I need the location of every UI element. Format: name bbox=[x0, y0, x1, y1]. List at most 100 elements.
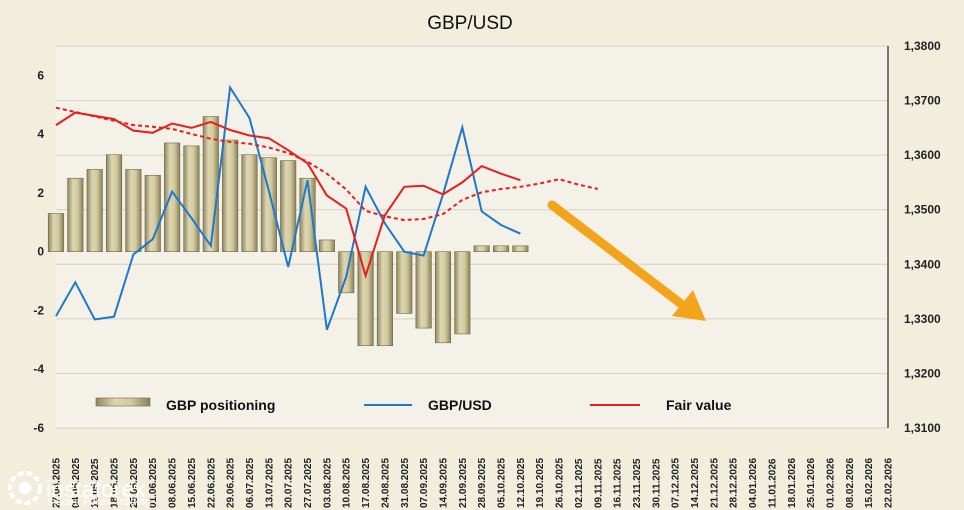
x-axis-tick: 11.05.2025 bbox=[90, 458, 101, 508]
x-axis-tick: 14.09.2025 bbox=[438, 458, 449, 508]
x-axis-tick: 06.07.2025 bbox=[245, 458, 256, 508]
positioning-bar bbox=[376, 251, 393, 347]
instaforex-logo-icon bbox=[8, 471, 42, 505]
legend-label: GBP positioning bbox=[166, 397, 275, 413]
positioning-bar bbox=[47, 213, 65, 252]
x-axis-tick: 09.11.2025 bbox=[593, 458, 604, 508]
x-axis-tick: 07.09.2025 bbox=[419, 458, 430, 508]
x-axis-tick: 10.08.2025 bbox=[342, 458, 353, 508]
watermark-brand: instaforex bbox=[46, 476, 146, 502]
positioning-bar bbox=[125, 169, 142, 252]
x-axis-tick: 07.12.2025 bbox=[671, 458, 682, 508]
positioning-bar bbox=[164, 142, 181, 252]
left-axis-labels: -6 -4 -2 0 2 4 6 bbox=[33, 68, 44, 435]
x-axis-tick: 21.09.2025 bbox=[458, 458, 469, 508]
positioning-bar bbox=[183, 145, 200, 252]
x-axis-tick: 25.05.2025 bbox=[129, 458, 140, 508]
left-axis-tick: 0 bbox=[37, 245, 44, 259]
price-lines bbox=[55, 84, 599, 331]
x-axis-tick: 24.08.2025 bbox=[380, 458, 391, 508]
right-axis-tick: 1,3400 bbox=[904, 257, 941, 271]
x-axis-tick: 12.10.2025 bbox=[516, 458, 527, 508]
x-axis-tick: 17.08.2025 bbox=[361, 458, 372, 508]
x-axis-tick: 21.12.2025 bbox=[709, 458, 720, 508]
right-axis-labels: 1,3100 1,3200 1,3300 1,3400 1,3500 1,3600 1,37… bbox=[904, 39, 941, 435]
right-axis-tick: 1,3300 bbox=[904, 312, 941, 326]
x-axis-tick: 28.09.2025 bbox=[477, 458, 488, 508]
x-axis-tick: 23.11.2025 bbox=[632, 458, 643, 508]
x-axis-tick: 27.04.2025 bbox=[52, 458, 63, 508]
right-axis-tick: 1,3700 bbox=[904, 94, 941, 108]
left-axis-tick: -4 bbox=[33, 362, 44, 376]
watermark: instaforex Instant Forex Trading bbox=[8, 471, 151, 508]
positioning-bar bbox=[67, 177, 84, 252]
x-axis-tick: 15.02.2026 bbox=[864, 458, 875, 508]
x-axis-tick: 02.11.2025 bbox=[574, 458, 585, 508]
x-axis-tick: 19.10.2025 bbox=[535, 458, 546, 508]
x-axis-tick: 08.06.2025 bbox=[168, 458, 179, 508]
grid-lines bbox=[56, 45, 888, 429]
x-axis-tick: 14.12.2025 bbox=[690, 458, 701, 508]
left-axis-tick: 4 bbox=[37, 127, 44, 141]
fair-value-line bbox=[55, 111, 521, 280]
x-axis-tick: 30.11.2025 bbox=[651, 458, 662, 508]
x-axis-tick: 25.01.2026 bbox=[806, 458, 817, 508]
positioning-bar bbox=[106, 154, 123, 252]
x-axis-tick: 04.01.2026 bbox=[748, 458, 759, 508]
positioning-bar bbox=[454, 251, 471, 335]
arrow-shaft bbox=[547, 200, 685, 308]
x-axis-tick: 28.12.2025 bbox=[729, 458, 740, 508]
x-axis-tick: 01.02.2026 bbox=[825, 458, 836, 508]
positioning-bar bbox=[357, 251, 374, 347]
x-axis-tick: 18.01.2026 bbox=[787, 458, 798, 508]
positioning-bar bbox=[415, 251, 432, 329]
positioning-bar bbox=[318, 239, 335, 252]
logo-core bbox=[19, 482, 31, 494]
x-axis-tick: 18.05.2025 bbox=[110, 458, 121, 508]
x-axis-tick: 13.07.2025 bbox=[264, 458, 275, 508]
x-axis-tick: 29.06.2025 bbox=[226, 458, 237, 508]
arrow-head bbox=[672, 290, 706, 321]
x-axis-tick: 16.11.2025 bbox=[613, 458, 624, 508]
right-axis-tick: 1,3100 bbox=[904, 421, 941, 435]
x-axis-tick: 08.02.2026 bbox=[845, 458, 856, 508]
fair-value-forecast-line bbox=[55, 106, 599, 222]
x-axis-tick: 31.08.2025 bbox=[400, 458, 411, 508]
x-axis-labels: 27.04.2025 04.05.2025 11.05.2025 18.05.2025… bbox=[52, 458, 895, 508]
right-axis-tick: 1,3800 bbox=[904, 39, 941, 53]
positioning-bar bbox=[280, 160, 297, 252]
x-axis-tick: 27.07.2025 bbox=[303, 458, 314, 508]
left-axis-tick: 2 bbox=[37, 186, 44, 200]
legend-label: GBP/USD bbox=[428, 397, 492, 413]
legend-label: Fair value bbox=[666, 397, 732, 413]
positioning-bar bbox=[473, 245, 490, 252]
left-axis-tick: -2 bbox=[33, 303, 44, 317]
legend: GBP positioning GBP/USD Fair value bbox=[95, 397, 732, 413]
positioning-bars bbox=[47, 116, 529, 347]
right-axis-tick: 1,3200 bbox=[904, 366, 941, 380]
positioning-bar bbox=[492, 245, 510, 252]
positioning-bar bbox=[396, 251, 413, 314]
x-axis-tick: 15.06.2025 bbox=[187, 458, 198, 508]
x-axis-tick: 01.06.2025 bbox=[148, 458, 159, 508]
positioning-bar bbox=[202, 116, 219, 252]
x-axis-tick: 04.05.2025 bbox=[71, 458, 82, 508]
x-axis-tick: 20.07.2025 bbox=[284, 458, 295, 508]
left-axis-tick: 6 bbox=[37, 68, 44, 82]
x-axis-tick: 22.02.2026 bbox=[884, 458, 895, 508]
positioning-bar bbox=[241, 154, 258, 252]
chart-title: GBP/USD bbox=[427, 13, 513, 34]
plot-area bbox=[56, 46, 888, 428]
logo-ring bbox=[8, 471, 42, 505]
x-axis-tick: 26.10.2025 bbox=[555, 458, 566, 508]
positioning-bar bbox=[86, 169, 103, 252]
legend-swatch-positioning bbox=[95, 397, 151, 407]
left-axis-tick: -6 bbox=[33, 421, 44, 435]
positioning-bar bbox=[512, 245, 529, 252]
positioning-bar bbox=[144, 174, 161, 252]
watermark-tagline: Instant Forex Trading bbox=[47, 496, 151, 508]
down-arrow bbox=[547, 200, 706, 321]
x-axis-tick: 11.01.2026 bbox=[767, 458, 778, 508]
